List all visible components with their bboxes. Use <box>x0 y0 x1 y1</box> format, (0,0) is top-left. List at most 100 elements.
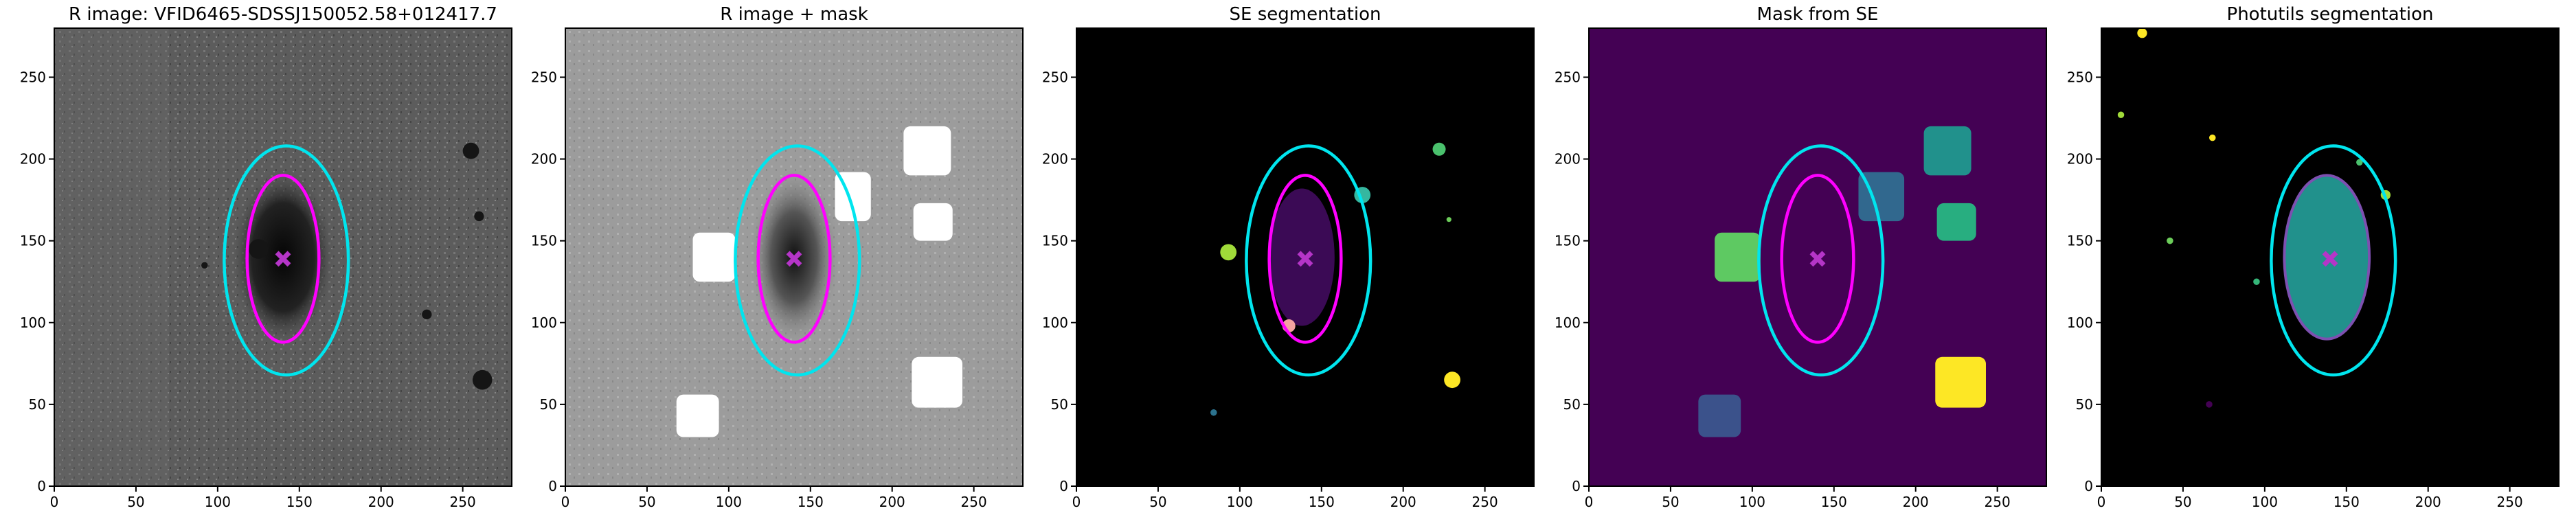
x-tick-label: 100 <box>1739 494 1765 510</box>
y-tick-label: 200 <box>2067 151 2093 168</box>
aperture-ellipse <box>1780 174 1855 344</box>
y-tick-label: 200 <box>1042 151 1068 168</box>
blob <box>2208 134 2216 141</box>
y-tick-label: 100 <box>1555 314 1581 331</box>
x-tick-label: 150 <box>798 494 824 510</box>
mask-region <box>903 126 951 176</box>
blob <box>201 262 208 269</box>
center-marker <box>2322 251 2338 267</box>
y-tick-label: 100 <box>20 314 46 331</box>
x-tick-label: 50 <box>2174 494 2191 510</box>
x-tick-label: 200 <box>368 494 394 510</box>
x-tick-label: 0 <box>1072 494 1081 510</box>
panel-title: Photutils segmentation <box>2227 4 2434 25</box>
x-tick-label: 150 <box>286 494 313 510</box>
axes-frame <box>1588 27 2047 487</box>
x-tick-label: 250 <box>961 494 987 510</box>
image <box>1589 28 2046 486</box>
y-tick-label: 250 <box>1555 69 1581 85</box>
x-tick-label: 0 <box>561 494 570 510</box>
y-tick-label: 200 <box>20 151 46 168</box>
panel-title: SE segmentation <box>1230 4 1381 25</box>
center-marker <box>275 251 291 267</box>
panel: 0 50 100 150 200 250 0 50 100 150 200 250 Mask from … <box>1555 4 2047 510</box>
image-region <box>54 28 169 486</box>
y-tick-label: 0 <box>2084 478 2093 494</box>
panel: 0 50 100 150 200 250 0 50 100 150 200 250 R image: V… <box>20 4 512 510</box>
blob <box>1432 142 1446 156</box>
y-tick-label: 250 <box>2067 69 2093 85</box>
x-tick-label: 0 <box>1585 494 1594 510</box>
blob <box>472 369 493 390</box>
blob <box>1446 217 1451 222</box>
y-tick-label: 0 <box>1572 478 1581 494</box>
y-tick-label: 0 <box>548 478 557 494</box>
aperture-ellipse <box>1267 174 1343 344</box>
axes-frame <box>565 27 1024 487</box>
mask-region <box>1923 126 1971 176</box>
image <box>1076 28 1534 486</box>
y-tick-label: 100 <box>1042 314 1068 331</box>
axes-frame <box>54 27 512 487</box>
y-tick-label: 150 <box>20 233 46 249</box>
mask-region <box>913 203 953 241</box>
x-tick-label: 50 <box>638 494 655 510</box>
x-tick-label: 150 <box>1821 494 1847 510</box>
panel: 0 50 100 150 200 250 0 50 100 150 200 250 R image + … <box>531 4 1024 510</box>
x-tick-label: 50 <box>1149 494 1166 510</box>
y-tick-label: 100 <box>531 314 557 331</box>
axes-frame <box>1076 27 1535 487</box>
x-tick-label: 0 <box>2097 494 2106 510</box>
x-tick-label: 200 <box>2415 494 2441 510</box>
y-tick-label: 100 <box>2067 314 2093 331</box>
y-tick-label: 200 <box>531 151 557 168</box>
center-marker <box>1297 251 1313 267</box>
y-tick-label: 50 <box>29 396 46 413</box>
x-tick-label: 50 <box>1662 494 1679 510</box>
mask-region <box>1858 172 1905 222</box>
blob <box>2167 237 2173 244</box>
x-tick-label: 200 <box>1903 494 1929 510</box>
mask-region <box>912 356 962 408</box>
panel-title: R image: VFID6465-SDSSJ150052.58+012417.… <box>69 4 497 25</box>
panel: 0 50 100 150 200 250 0 50 100 150 200 250 Photutils … <box>2067 4 2560 510</box>
aperture-ellipse <box>1245 144 1372 377</box>
blob <box>249 239 269 259</box>
blob <box>2137 28 2147 38</box>
blob <box>2206 401 2213 408</box>
x-tick-label: 0 <box>50 494 59 510</box>
x-tick-label: 100 <box>205 494 231 510</box>
blob <box>2356 159 2363 166</box>
x-tick-label: 250 <box>2497 494 2523 510</box>
x-tick-label: 100 <box>716 494 742 510</box>
y-tick-label: 150 <box>1042 233 1068 249</box>
x-tick-label: 200 <box>879 494 905 510</box>
x-tick-label: 250 <box>450 494 476 510</box>
aperture-ellipse <box>2270 144 2397 377</box>
blob <box>1444 371 1460 389</box>
blob <box>474 211 484 222</box>
panel-title: Mask from SE <box>1757 4 1879 25</box>
x-tick-label: 150 <box>1309 494 1335 510</box>
image <box>2101 28 2559 486</box>
blob <box>422 309 432 320</box>
center-marker <box>786 251 802 267</box>
y-tick-label: 200 <box>1555 151 1581 168</box>
blob <box>1220 244 1237 261</box>
mask-region <box>1715 232 1761 282</box>
image <box>54 28 512 486</box>
x-tick-label: 250 <box>1472 494 1498 510</box>
y-tick-label: 250 <box>531 69 557 85</box>
y-tick-label: 150 <box>2067 233 2093 249</box>
y-tick-label: 50 <box>2076 396 2093 413</box>
y-tick-label: 250 <box>20 69 46 85</box>
x-tick-label: 250 <box>1985 494 2011 510</box>
y-tick-label: 150 <box>1555 233 1581 249</box>
x-tick-label: 150 <box>2334 494 2360 510</box>
aperture-ellipse <box>245 174 321 344</box>
y-tick-label: 50 <box>1051 396 1068 413</box>
y-tick-label: 250 <box>1042 69 1068 85</box>
y-tick-label: 50 <box>1563 396 1581 413</box>
blob <box>2117 111 2125 119</box>
